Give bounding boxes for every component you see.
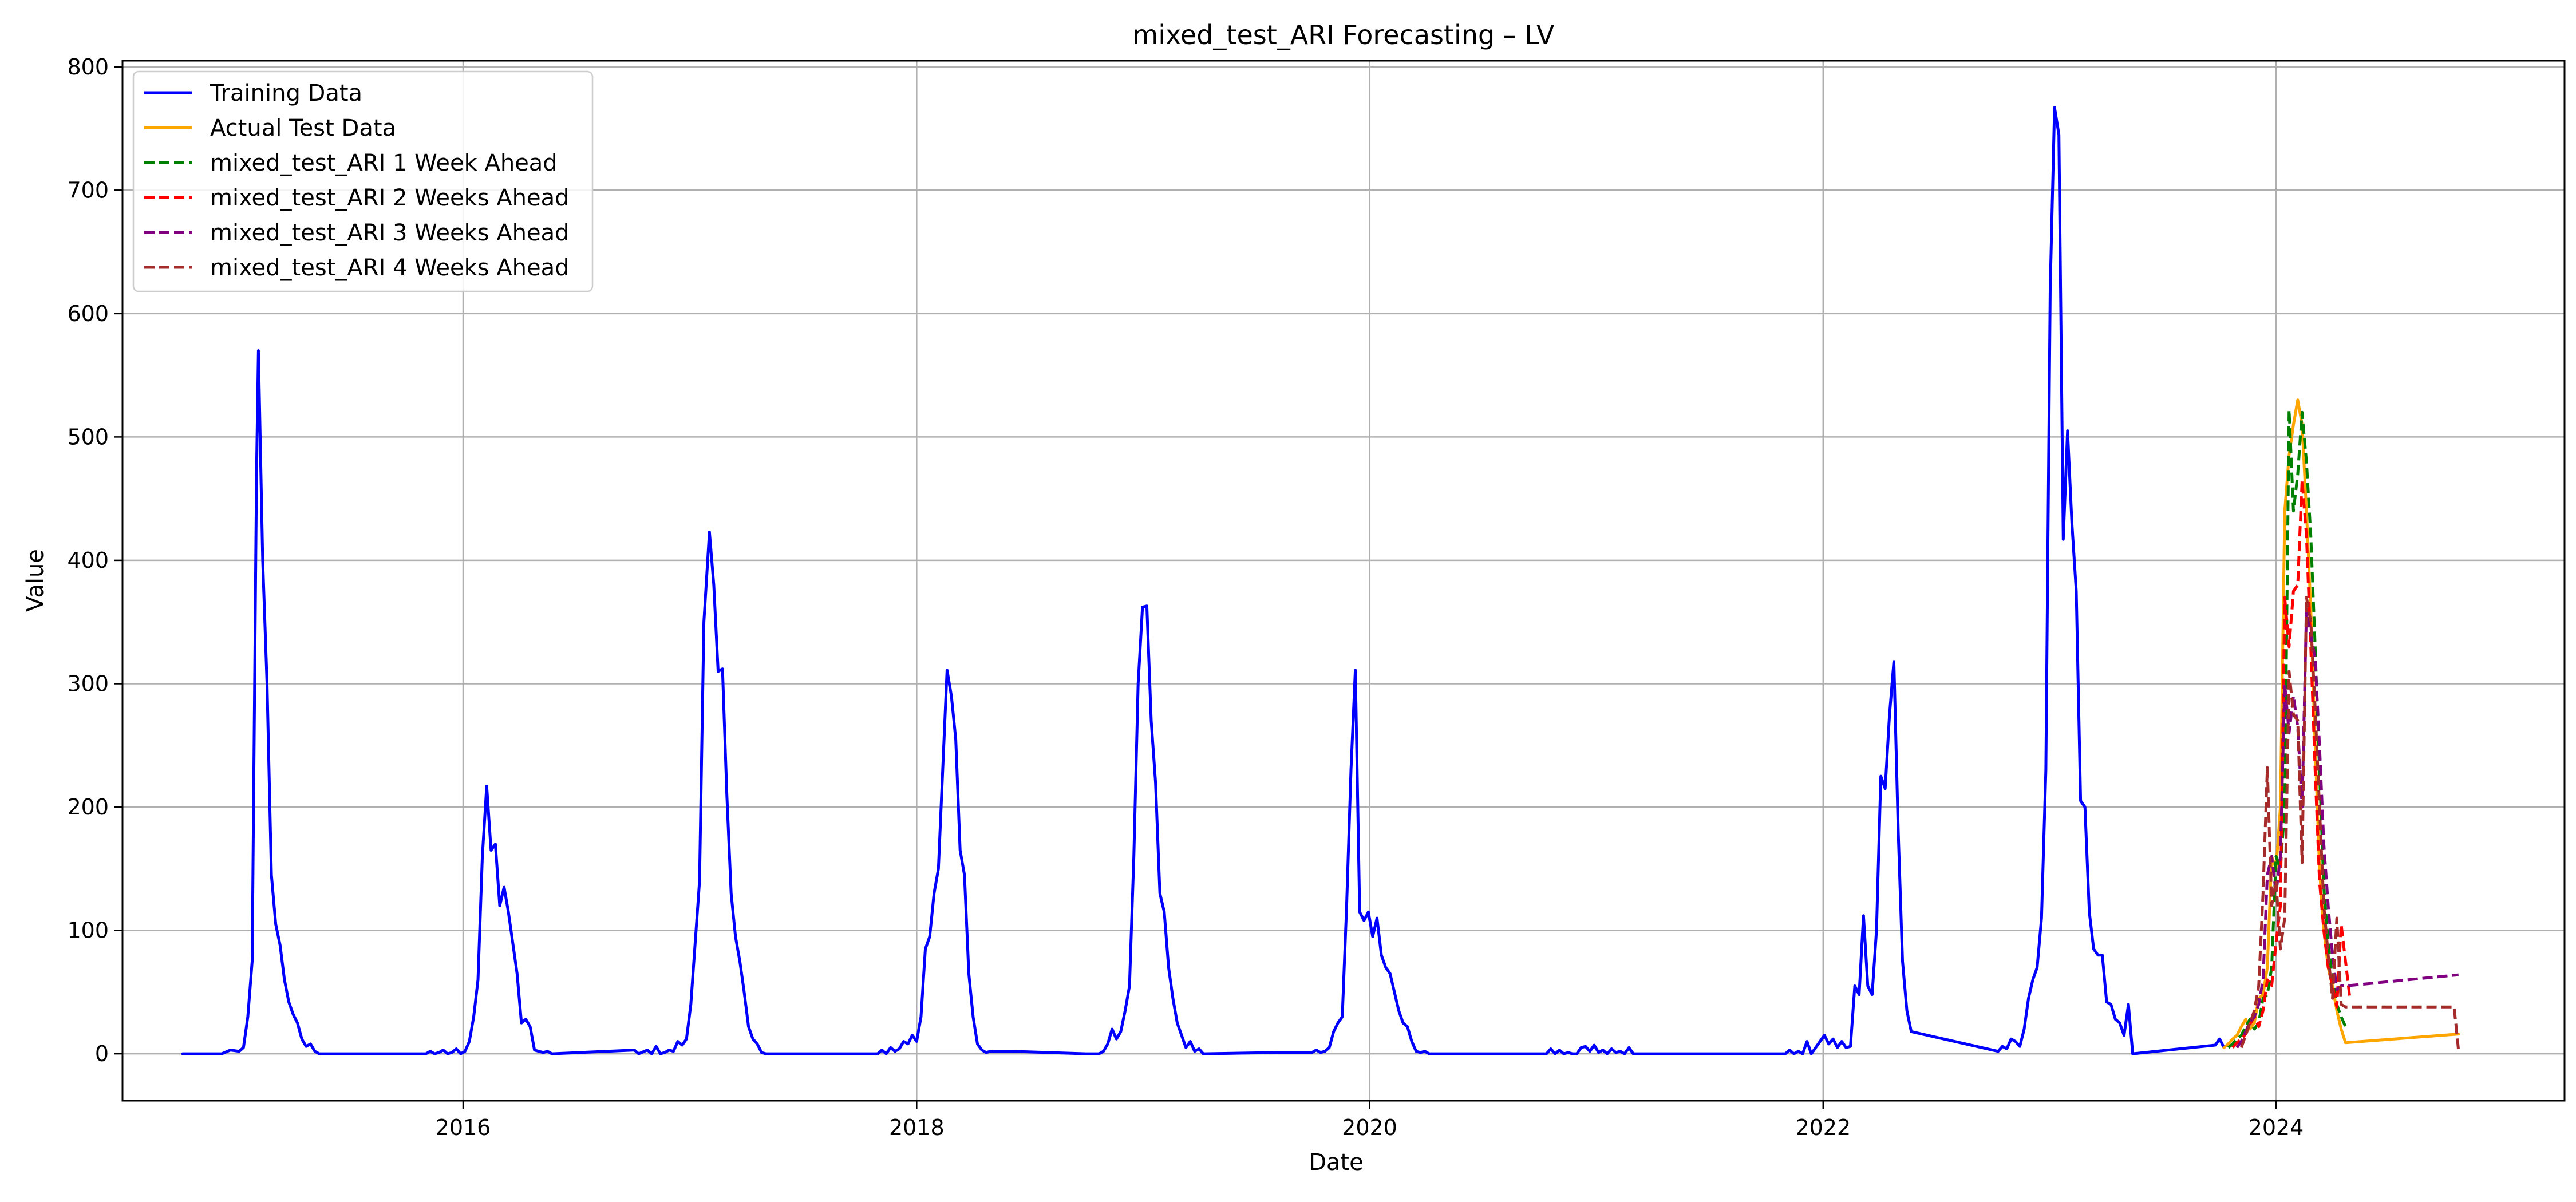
y-tick-label: 100 [67, 918, 109, 943]
x-tick-label: 2022 [1795, 1115, 1851, 1140]
legend: Training Data Actual Test Data mixed_test_… [133, 72, 592, 291]
y-tick-label: 600 [67, 301, 109, 326]
x-tick-label: 2016 [436, 1115, 491, 1140]
legend-label: Actual Test Data [210, 115, 396, 141]
chart-title: mixed_test_ARI Forecasting – LV [1133, 19, 1555, 50]
y-tick-label: 400 [67, 548, 109, 573]
x-tick-label: 2024 [2249, 1115, 2304, 1140]
y-tick-label: 0 [95, 1041, 109, 1066]
x-tick-label: 2020 [1342, 1115, 1397, 1140]
x-tick-label: 2018 [889, 1115, 945, 1140]
legend-label: mixed_test_ARI 1 Week Ahead [210, 150, 558, 176]
y-tick-label: 700 [67, 177, 109, 203]
x-axis-label: Date [1309, 1149, 1364, 1176]
y-tick-label: 300 [67, 671, 109, 697]
y-tick-label: 800 [67, 54, 109, 80]
legend-label: mixed_test_ARI 3 Weeks Ahead [210, 220, 570, 246]
y-axis-label: Value [22, 549, 49, 612]
legend-label: mixed_test_ARI 2 Weeks Ahead [210, 185, 570, 211]
legend-label: mixed_test_ARI 4 Weeks Ahead [210, 255, 570, 281]
y-tick-label: 200 [67, 794, 109, 820]
legend-label: Training Data [210, 80, 362, 106]
y-tick-label: 500 [67, 424, 109, 449]
